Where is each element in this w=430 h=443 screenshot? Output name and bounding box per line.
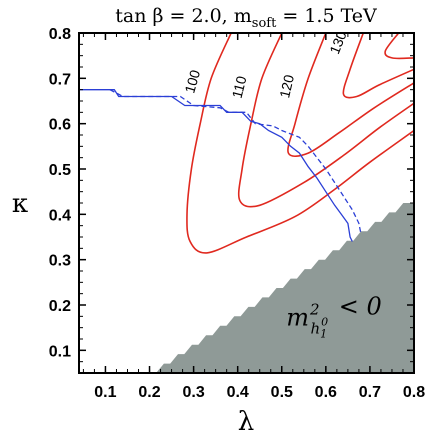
- region-label-text: m2 h10 < 0: [286, 292, 382, 340]
- region-label-subsuperscript: 0: [321, 315, 328, 328]
- title-tan-beta: tan β = 2.0, m: [115, 5, 252, 27]
- y-axis-label: κ: [12, 189, 28, 219]
- x-tick-label: 0.8: [403, 384, 425, 401]
- chart-title: tan β = 2.0, msoft = 1.5 TeV: [115, 5, 377, 31]
- excluded-region: [156, 203, 414, 373]
- x-tick-label: 0.6: [315, 384, 337, 401]
- contour-line-130: [342, 33, 414, 99]
- contour-line-100: [186, 33, 414, 254]
- y-tick-label: 0.4: [49, 207, 71, 224]
- x-tick-label: 0.4: [227, 384, 249, 401]
- contour-line-120: [287, 33, 414, 158]
- boundary-dashed-line: [109, 89, 362, 235]
- contour-label-110: 110: [229, 74, 250, 100]
- title-value: = 1.5 TeV: [276, 5, 377, 27]
- x-tick-label: 0.2: [138, 384, 160, 401]
- y-tick-label: 0.5: [49, 162, 71, 179]
- y-tick-label: 0.8: [49, 26, 71, 43]
- region-label-m: m: [286, 303, 309, 331]
- x-tick-label: 0.1: [94, 384, 116, 401]
- contour-label-120: 120: [276, 73, 297, 100]
- region-label-superscript: 2: [309, 300, 320, 318]
- contour-line-110: [237, 33, 414, 208]
- boundary-solid-line: [79, 89, 353, 242]
- y-tick-label: 0.3: [49, 253, 71, 270]
- y-tick-label: 0.1: [49, 343, 71, 360]
- x-tick-label: 0.5: [271, 384, 293, 401]
- y-tick-label: 0.6: [49, 117, 71, 134]
- axis-ticks: 0.1 0.2 0.3 0.4 0.5 0.6 0.7 0.8 0.1 0.2 0.3 0.4 0.5 0…: [49, 26, 425, 401]
- x-tick-label: 0.3: [182, 384, 204, 401]
- region-label-subsubscript: 1: [320, 327, 327, 340]
- title-subscript: soft: [252, 16, 277, 31]
- region-label-subscript: h: [311, 319, 321, 337]
- x-tick-label: 0.7: [359, 384, 381, 401]
- contour-label-100: 100: [181, 68, 203, 95]
- y-tick-label: 0.7: [49, 71, 71, 88]
- contour-line-outer-4: [384, 33, 414, 60]
- x-axis-label: λ: [238, 407, 254, 437]
- region-label-relation: < 0: [331, 292, 382, 320]
- excluded-region-label: m2 h10 < 0: [286, 292, 382, 340]
- y-tick-label: 0.2: [49, 298, 71, 315]
